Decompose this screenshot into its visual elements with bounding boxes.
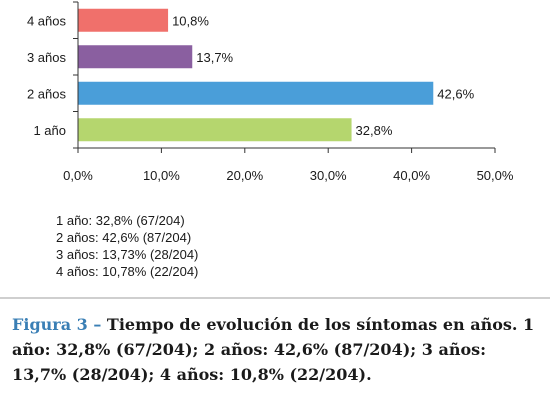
x-tick-label-3: 20,0% [226,168,263,183]
category-label-2: 2 años [27,86,67,101]
chart-notes: 1 año: 32,8% (67/204) 2 años: 42,6% (87/… [56,212,198,280]
category-label-4: 4 años [27,13,67,28]
x-tick-label-4: 30,0% [310,168,347,183]
bar-4 [78,8,169,32]
figure-caption-label: Figura 3 – [12,315,107,334]
x-tick-label-2: 10,0% [143,168,180,183]
x-tick-label-5: 40,0% [393,168,430,183]
bar-2 [78,81,434,105]
x-tick-label-1: 0,0% [63,168,93,183]
data-label-2: 42,6% [437,86,474,101]
note-line-2: 2 años: 42,6% (87/204) [56,230,192,245]
note-line-1: 1 año: 32,8% (67/204) [56,213,185,228]
data-label-3: 13,7% [196,50,233,65]
note-line-4: 4 años: 10,78% (22/204) [56,264,199,279]
x-tick-label-6: 50,0% [477,168,514,183]
figure-caption: Figura 3 – Tiempo de evolución de los sí… [12,312,542,387]
category-label-3: 3 años [27,50,67,65]
figure-caption-text: Tiempo de evolución de los síntomas en a… [12,315,535,384]
bar-3 [78,45,193,69]
bar-1 [78,118,352,142]
bar-chart: 32,8% 1 año 42,6% 2 años 13,7% 3 años 10,8% 4 a… [27,1,514,183]
separator-line [0,297,550,299]
data-label-1: 32,8% [356,123,393,138]
data-label-4: 10,8% [172,13,209,28]
category-label-1: 1 año [33,123,66,138]
note-line-3: 3 años: 13,73% (28/204) [56,247,199,262]
